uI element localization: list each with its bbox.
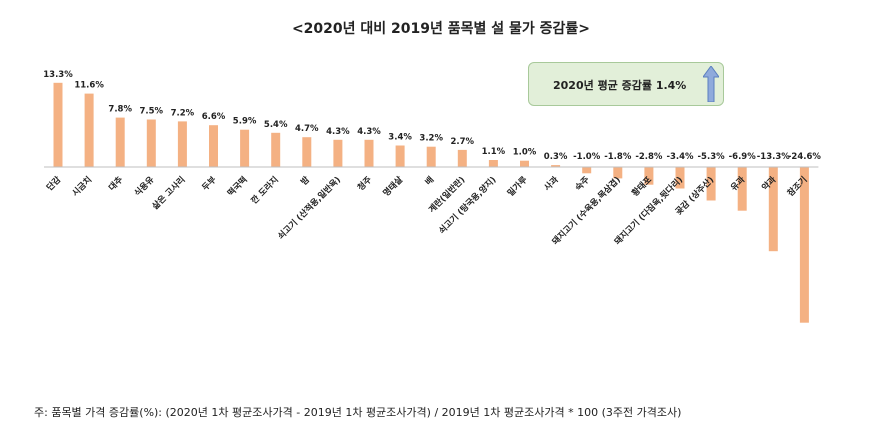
bar-16 — [551, 165, 561, 167]
bar-12 — [426, 146, 436, 167]
category-label-6: 떡국떡 — [225, 174, 249, 198]
bar-24 — [799, 167, 809, 323]
category-label-11: 명태살 — [381, 174, 405, 198]
category-label-14: 쇠고기 (탕국용,양지) — [437, 174, 499, 236]
category-label-2: 대추 — [106, 174, 125, 193]
value-label-16: 0.3% — [544, 152, 568, 162]
value-label-21: -5.3% — [698, 152, 726, 162]
category-label-12: 배 — [423, 174, 436, 187]
value-label-12: 3.2% — [419, 134, 443, 144]
bar-2 — [115, 117, 125, 167]
value-labels-layer: 13.3%11.6% 7.8% 7.5% 7.2% 6.6% 5.9% 5.4% 4.7% 4.… — [43, 70, 821, 162]
value-label-0: 13.3% — [43, 70, 73, 80]
value-label-10: 4.3% — [357, 127, 381, 137]
bar-9 — [333, 139, 343, 167]
bar-18 — [613, 167, 623, 179]
category-label-3: 식용유 — [132, 174, 156, 198]
value-label-20: -3.4% — [666, 152, 694, 162]
value-label-18: -1.8% — [604, 152, 632, 162]
value-label-24: -24.6% — [788, 152, 821, 162]
average-annotation-box: 2020년 평균 증감률 1.4% — [528, 62, 724, 106]
value-label-2: 7.8% — [108, 105, 132, 115]
bar-5 — [209, 125, 218, 167]
bar-3 — [146, 119, 156, 167]
bar-1 — [84, 93, 94, 167]
bar-14 — [488, 160, 498, 167]
bars-layer — [53, 82, 809, 323]
value-label-9: 4.3% — [326, 127, 350, 137]
bar-8 — [302, 137, 312, 167]
chart-title: <2020년 대비 2019년 품목별 설 물가 증감률> — [291, 21, 591, 37]
bar-6 — [240, 129, 250, 167]
category-label-4: 삶은 고사리 — [150, 174, 188, 212]
bar-23 — [768, 167, 778, 252]
bar-15 — [520, 160, 529, 167]
average-annotation-text: 2020년 평균 증감률 1.4% — [553, 79, 687, 92]
value-label-17: -1.0% — [573, 152, 601, 162]
bar-21 — [706, 167, 716, 201]
category-label-10: 청주 — [355, 174, 374, 193]
footnote: 주: 품목별 가격 증감률(%): (2020년 1차 평균조사가격 - 201… — [34, 406, 682, 419]
value-label-7: 5.4% — [264, 120, 288, 130]
bar-13 — [457, 149, 467, 167]
bar-4 — [177, 121, 187, 167]
value-label-22: -6.9% — [729, 152, 757, 162]
value-label-6: 5.9% — [233, 117, 257, 127]
value-label-14: 1.1% — [482, 147, 506, 157]
value-label-5: 6.6% — [202, 112, 226, 122]
value-label-19: -2.8% — [635, 152, 663, 162]
category-label-15: 밀가루 — [505, 174, 529, 198]
value-label-13: 2.7% — [451, 137, 475, 147]
bar-19 — [644, 167, 654, 185]
bar-11 — [395, 145, 405, 167]
bar-7 — [271, 132, 281, 167]
value-label-15: 1.0% — [513, 148, 537, 158]
value-label-8: 4.7% — [295, 124, 319, 134]
category-label-1: 시금치 — [70, 174, 94, 198]
category-label-7: 깐 도라지 — [249, 174, 281, 206]
up-arrow-icon — [703, 66, 719, 102]
value-label-4: 7.2% — [171, 108, 195, 118]
category-label-0: 단감 — [44, 174, 63, 193]
category-label-8: 밤 — [299, 174, 312, 187]
category-label-17: 숙주 — [573, 174, 592, 193]
value-label-1: 11.6% — [74, 81, 104, 91]
bar-22 — [737, 167, 747, 211]
bar-10 — [364, 139, 374, 167]
category-label-16: 사과 — [542, 174, 561, 193]
value-label-11: 3.4% — [388, 133, 412, 143]
bar-17 — [582, 167, 592, 174]
bar-20 — [675, 167, 685, 189]
value-label-3: 7.5% — [140, 107, 164, 117]
value-label-23: -13.3% — [757, 152, 790, 162]
bar-0 — [53, 82, 63, 167]
category-label-5: 두부 — [200, 175, 218, 193]
